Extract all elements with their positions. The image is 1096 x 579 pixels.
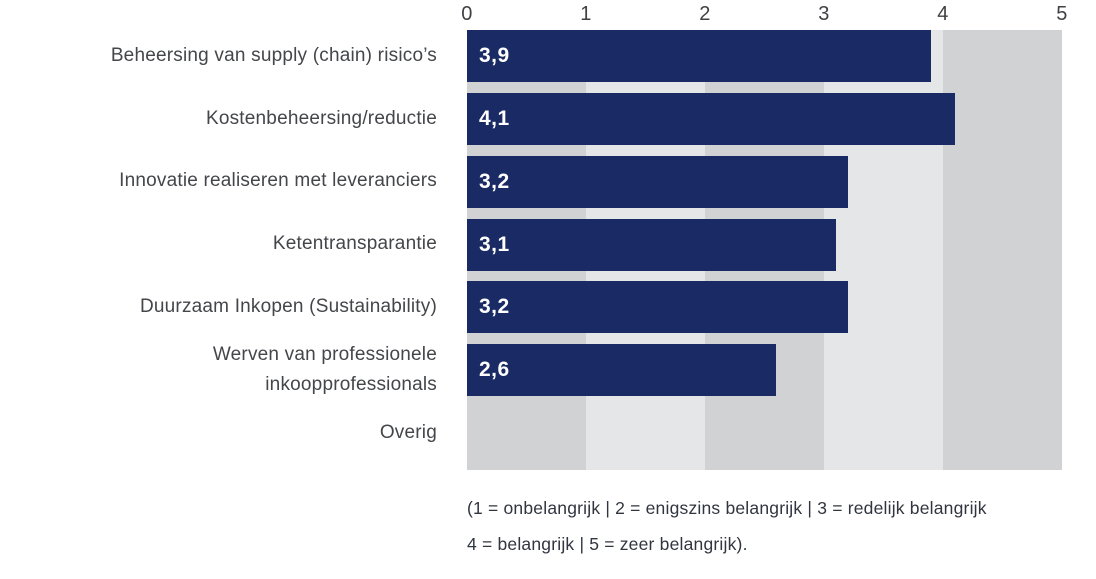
x-axis-tick-label: 3 — [818, 3, 830, 25]
category-label: Innovatie realiseren met leveranciers — [119, 170, 437, 192]
category-label-slot: Werven van professionele inkoopprofessio… — [0, 344, 437, 407]
x-axis: 0 1 2 3 4 5 — [461, 3, 1067, 29]
category-label: Beheersing van supply (chain) risico’s — [110, 44, 437, 66]
bar-row: 2,6 — [467, 344, 1062, 407]
x-axis-tick-label: 2 — [699, 3, 711, 25]
footnote-line-2: 4 = belangrijk | 5 = zeer belangrijk). — [467, 534, 748, 554]
category-label-slot: Beheersing van supply (chain) risico’s — [0, 30, 437, 93]
footnote-line-1: (1 = onbelangrijk | 2 = enigszins belang… — [467, 498, 987, 518]
bar: 3,1 — [467, 218, 836, 271]
bar: 4,1 — [467, 92, 955, 145]
x-axis-tick-label: 1 — [580, 3, 592, 25]
category-label-slot: Kostenbeheersing/reductie — [0, 93, 437, 156]
bar: 2,6 — [467, 344, 777, 397]
bar-value-label: 2,6 — [479, 358, 510, 382]
bar: 3,2 — [467, 155, 848, 208]
category-label: Ketentransparantie — [272, 233, 437, 255]
category-label: Duurzaam Inkopen (Sustainability) — [139, 296, 437, 318]
category-label-slot: Duurzaam Inkopen (Sustainability) — [0, 281, 437, 344]
category-label: Kostenbeheersing/reductie — [205, 107, 437, 129]
category-label: Werven van professionele inkoopprofessio… — [212, 343, 437, 396]
x-axis-tick-label: 0 — [461, 3, 473, 25]
bar-value-label: 3,2 — [479, 295, 510, 319]
bar: 3,9 — [467, 30, 932, 82]
bar-row: 3,9 — [467, 30, 1062, 93]
category-label-slot: Overig — [0, 407, 437, 470]
bar-row: 3,2 — [467, 281, 1062, 344]
x-axis-tick-label: 5 — [1056, 3, 1068, 25]
bar: 3,2 — [467, 281, 848, 334]
bar-row — [467, 407, 1062, 470]
bar-row: 4,1 — [467, 92, 1062, 156]
plot-area: 3,9 4,1 3,2 3,1 3,2 2,6 — [467, 30, 1062, 470]
bar-row: 3,1 — [467, 218, 1062, 282]
category-labels: Beheersing van supply (chain) risico’s Ko… — [0, 30, 437, 470]
bar-row: 3,2 — [467, 155, 1062, 219]
bar-value-label: 3,1 — [479, 232, 510, 256]
chart-footnote: (1 = onbelangrijk | 2 = enigszins belang… — [467, 498, 1087, 570]
bar-value-label: 3,2 — [479, 169, 510, 193]
bar-value-label: 3,9 — [479, 44, 510, 67]
bar-value-label: 4,1 — [479, 106, 510, 130]
category-label: Overig — [379, 421, 437, 443]
x-axis-tick-label: 4 — [937, 3, 949, 25]
category-label-slot: Innovatie realiseren met leveranciers — [0, 156, 437, 219]
category-label-slot: Ketentransparantie — [0, 219, 437, 282]
